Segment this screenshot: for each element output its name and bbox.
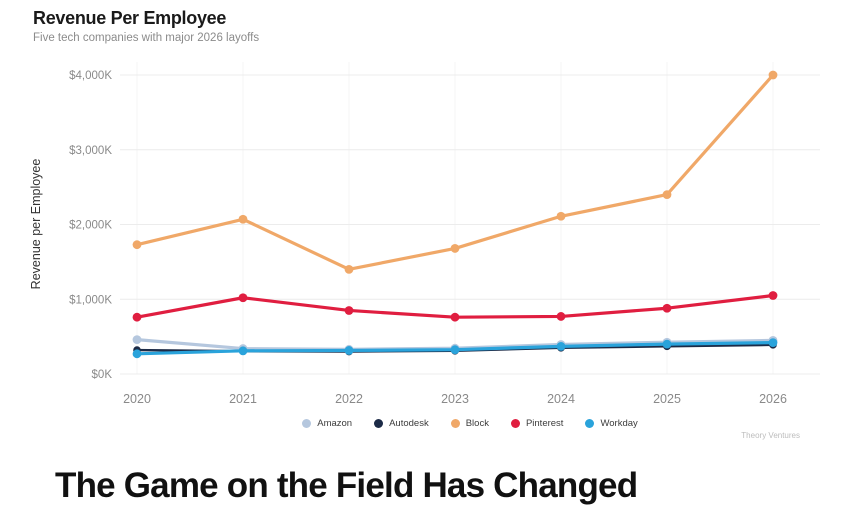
legend-label-autodesk: Autodesk [389,417,429,429]
x-tick-label: 2022 [335,392,363,406]
chart-legend: Amazon Autodesk Block Pinterest Workday [120,415,820,431]
legend-swatch-pinterest [510,418,520,428]
legend-swatch-autodesk [374,418,384,428]
legend-swatch-workday [585,418,595,428]
legend-item-workday: Workday [585,417,638,429]
x-tick-label: 2025 [653,392,681,406]
legend-label-amazon: Amazon [317,417,353,429]
legend-label-block: Block [465,417,489,429]
data-point-workday [132,349,142,359]
data-point-pinterest [344,306,354,315]
attribution-text: Theory Ventures [741,431,800,440]
data-point-block [132,240,142,250]
chart-title: Revenue Per Employee [33,8,227,28]
data-point-block [662,190,672,200]
data-point-block [450,244,460,253]
data-point-block [344,264,354,274]
data-point-block [556,211,566,221]
y-tick-label: $1,000K [69,294,112,306]
legend-label-workday: Workday [600,417,638,429]
data-point-pinterest [132,312,142,322]
data-point-amazon [132,335,142,345]
revenue-per-employee-chart: Revenue Per Employee Five tech companies… [29,8,820,440]
legend-item-block: Block [450,417,489,429]
data-point-pinterest [768,291,778,300]
x-tick-label: 2024 [547,392,575,406]
line-plot: $0K $1,000K $2,000K $3,000K $4,000K 2020 2021 2… [29,70,820,406]
chart-subtitle: Five tech companies with major 2026 layo… [33,32,260,44]
legend-item-autodesk: Autodesk [374,418,429,429]
x-tick-label: 2021 [229,392,257,406]
x-tick-label: 2026 [759,392,787,406]
y-tick-label: $3,000K [69,145,112,157]
legend-item-pinterest: Pinterest [510,417,564,429]
legend-item-amazon: Amazon [302,418,352,429]
legend-swatch-amazon [302,418,312,428]
y-tick-label: $0K [92,369,113,381]
data-point-workday [556,341,566,351]
data-point-block [768,70,778,80]
x-tick-label: 2023 [441,392,469,406]
y-axis-title: Revenue per Employee [29,159,43,290]
y-tick-label: $4,000K [69,70,112,82]
data-point-workday [450,345,460,355]
data-point-workday [662,339,672,349]
data-point-pinterest [662,303,672,313]
y-tick-label: $2,000K [69,220,112,232]
data-point-workday [344,346,354,355]
legend-label-pinterest: Pinterest [525,417,564,429]
x-tick-label: 2020 [123,392,151,406]
data-point-pinterest [450,312,460,322]
data-point-workday [238,346,248,356]
legend-swatch-block [450,418,460,428]
data-point-pinterest [238,293,248,303]
data-point-workday [768,338,778,348]
page-heading: The Game on the Field Has Changed [55,466,638,505]
data-point-block [238,214,248,224]
data-point-pinterest [556,312,566,321]
